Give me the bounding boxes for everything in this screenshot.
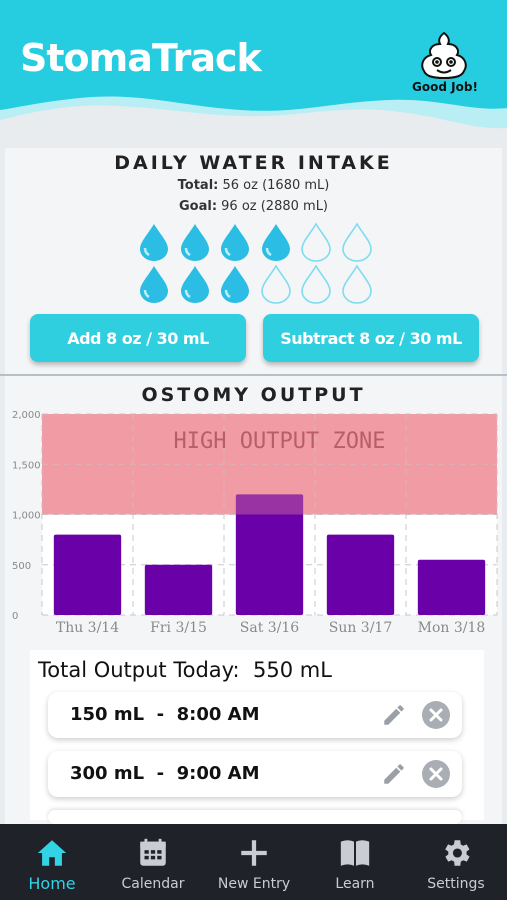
water-drop-empty-icon <box>341 264 372 304</box>
nav-home[interactable]: Home <box>2 824 102 900</box>
water-total-label: Total: <box>177 178 219 193</box>
y-tick-label: 1,000 <box>12 511 41 522</box>
chart-bar <box>53 534 122 615</box>
gear-icon <box>445 840 470 866</box>
y-tick-label: 500 <box>12 561 31 572</box>
x-tick-label: Sat 3/16 <box>240 620 300 636</box>
chart-bar <box>144 564 213 615</box>
water-total-line: Total: 56 oz (1680 mL) <box>0 178 507 193</box>
subtract-water-button[interactable]: Subtract 8 oz / 30 mL <box>263 314 479 362</box>
output-section-title: OSTOMY OUTPUT <box>141 384 366 406</box>
header-wave <box>0 0 507 129</box>
section-divider <box>0 374 507 376</box>
plus-icon <box>241 840 267 866</box>
x-tick-label: Mon 3/18 <box>418 620 486 636</box>
delete-entry-icon[interactable] <box>422 701 450 729</box>
delete-entry-icon[interactable] <box>422 760 450 788</box>
water-drop-filled-icon <box>221 224 249 261</box>
y-tick-label: 0 <box>12 611 18 622</box>
total-output-label: Total Output Today: <box>38 658 240 682</box>
zone-label: HIGH OUTPUT ZONE <box>174 429 386 454</box>
poop-mascot-icon[interactable] <box>418 30 470 80</box>
nav-settings[interactable]: Settings <box>406 824 506 900</box>
book-icon <box>340 840 370 866</box>
total-output-value: 550 mL <box>252 658 332 682</box>
water-section-title: DAILY WATER INTAKE <box>114 152 393 174</box>
output-entry-text: 150 mL - 8:00 AM <box>70 704 260 725</box>
chart-bar <box>235 494 304 615</box>
output-entry[interactable]: 300 mL - 9:00 AM <box>48 751 462 797</box>
nav-calendar[interactable]: Calendar <box>103 824 203 900</box>
total-output-line: Total Output Today: 550 mL <box>38 658 332 682</box>
x-tick-label: Sun 3/17 <box>329 620 393 636</box>
water-drop-filled-icon <box>140 266 168 303</box>
x-tick-label: Fri 3/15 <box>150 620 207 636</box>
water-total-value: 56 oz (1680 mL) <box>222 178 330 193</box>
water-drop-filled-icon <box>221 266 249 303</box>
nav-label: Home <box>28 874 76 893</box>
water-drop-empty-icon <box>341 222 372 262</box>
nav-new-entry[interactable]: New Entry <box>204 824 304 900</box>
output-entry-text: 300 mL - 9:00 AM <box>70 763 260 784</box>
nav-label: New Entry <box>217 876 291 892</box>
water-goal-value: 96 oz (2880 mL) <box>221 199 329 214</box>
app-title: StomaTrack <box>20 36 262 80</box>
nav-label: Calendar <box>121 876 185 892</box>
water-drop-filled-icon <box>261 224 290 261</box>
calendar-icon <box>140 838 166 866</box>
home-icon <box>37 840 67 866</box>
add-water-button[interactable]: Add 8 oz / 30 mL <box>30 314 246 362</box>
bottom-nav: Home Calendar New Entry Learn Se <box>0 824 507 900</box>
water-goal-label: Goal: <box>178 199 218 214</box>
chart-bar <box>326 534 395 615</box>
output-entry-partial[interactable] <box>48 810 462 824</box>
edit-pencil-icon[interactable] <box>381 702 407 728</box>
output-entry[interactable]: 150 mL - 8:00 AM <box>48 692 462 738</box>
edit-pencil-icon[interactable] <box>381 761 407 787</box>
good-job-label: Good Job! <box>412 80 478 94</box>
water-goal-line: Goal: 96 oz (2880 mL) <box>0 199 507 214</box>
water-drop-empty-icon <box>260 264 291 304</box>
water-drop-filled-icon <box>140 224 168 261</box>
water-drop-filled-icon <box>180 224 209 261</box>
app-header: StomaTrack Good Job! <box>0 0 507 150</box>
chart-bar <box>417 559 486 615</box>
nav-label: Settings <box>427 876 485 892</box>
nav-label: Learn <box>335 876 375 892</box>
water-drop-empty-icon <box>301 264 331 304</box>
nav-learn[interactable]: Learn <box>305 824 405 900</box>
y-tick-label: 1,500 <box>12 460 41 471</box>
y-tick-label: 2,000 <box>12 410 41 421</box>
high-output-zone-overlay <box>42 414 497 515</box>
x-tick-label: Thu 3/14 <box>56 620 119 636</box>
water-drop-filled-icon <box>180 266 209 303</box>
output-chart: 0 500 1,000 1,500 2,000 Thu 3/14 Fri 3/15 Sat 3… <box>12 410 498 636</box>
water-drop-empty-icon <box>301 222 331 262</box>
